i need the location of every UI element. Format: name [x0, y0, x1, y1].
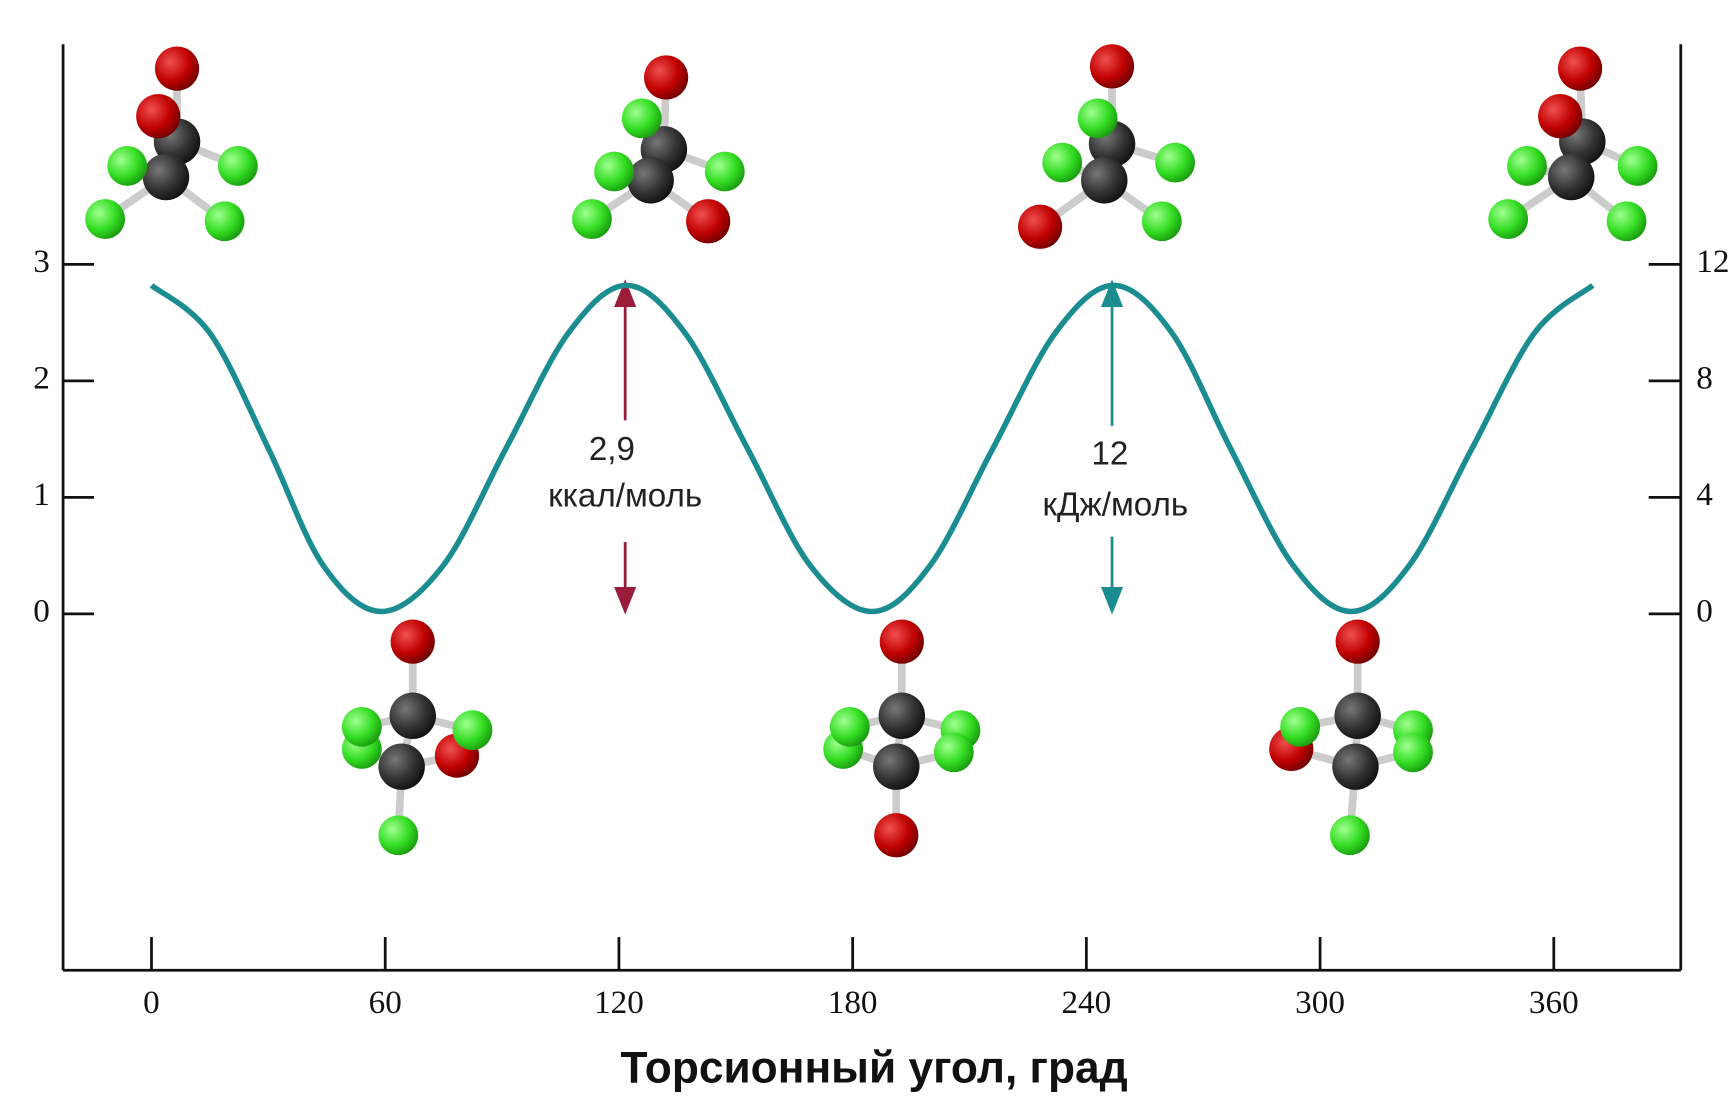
- y2-tick-label: 12: [1696, 243, 1729, 280]
- atom: [107, 146, 147, 186]
- atom: [1488, 199, 1528, 239]
- atom: [1393, 732, 1433, 772]
- x-axis-label: Торсионный угол, град: [621, 1044, 1128, 1093]
- atom: [644, 55, 688, 99]
- atom: [136, 94, 180, 138]
- atom: [1538, 94, 1582, 138]
- y2-tick-label: 4: [1696, 476, 1713, 513]
- annotation: ккал/моль: [548, 478, 702, 515]
- annotation: кДж/моль: [1043, 486, 1189, 523]
- annotation: 2,9: [589, 431, 635, 468]
- atom: [1548, 154, 1594, 200]
- axes: [63, 44, 1681, 970]
- x-tick-label: 180: [828, 984, 878, 1021]
- atom: [874, 813, 918, 857]
- atom: [1336, 620, 1380, 664]
- atom: [1081, 157, 1127, 203]
- y2-tick-label: 0: [1696, 592, 1713, 629]
- atom: [622, 98, 662, 138]
- atom: [378, 743, 424, 789]
- atom: [1018, 205, 1062, 249]
- atom: [1330, 815, 1370, 855]
- atom: [830, 707, 870, 747]
- y-tick-label: 3: [33, 243, 50, 280]
- atom: [1618, 146, 1658, 186]
- atom: [378, 815, 418, 855]
- atom: [880, 620, 924, 664]
- atom: [1090, 44, 1134, 88]
- x-tick-label: 300: [1295, 984, 1345, 1021]
- atom: [627, 157, 673, 203]
- x-tick-label: 60: [369, 984, 402, 1021]
- chart: 2,9 ккал/моль 12 кДж/моль Торсионный уго…: [0, 0, 1735, 1103]
- atom: [879, 693, 925, 739]
- y-tick-label: 2: [33, 359, 50, 396]
- atom: [1078, 98, 1118, 138]
- x-tick-label: 120: [594, 984, 644, 1021]
- atom: [705, 152, 745, 192]
- atom: [389, 693, 435, 739]
- page: {"chart_data": { "type": "line", "x_labe…: [0, 0, 1735, 1103]
- atom: [205, 201, 245, 241]
- atom: [1334, 693, 1380, 739]
- atom: [1332, 743, 1378, 789]
- energy-curve: [151, 285, 1592, 611]
- y-tick-label: 0: [33, 592, 50, 629]
- atom: [934, 732, 974, 772]
- x-tick-label: 240: [1061, 984, 1111, 1021]
- atom: [1507, 146, 1547, 186]
- y-tick-label: 1: [33, 476, 50, 513]
- atom: [873, 743, 919, 789]
- atom: [143, 154, 189, 200]
- atom: [572, 199, 612, 239]
- atom: [594, 152, 634, 192]
- atom: [453, 710, 493, 750]
- atom: [686, 199, 730, 243]
- atom: [1607, 201, 1647, 241]
- x-tick-label: 0: [143, 984, 160, 1021]
- atom: [1042, 143, 1082, 183]
- x-tick-label: 360: [1529, 984, 1579, 1021]
- atom: [1558, 46, 1602, 90]
- molecules: [85, 44, 1657, 857]
- atom: [391, 620, 435, 664]
- atom: [1280, 707, 1320, 747]
- atom: [155, 46, 199, 90]
- atom: [85, 199, 125, 239]
- atom: [218, 146, 258, 186]
- atom: [1142, 201, 1182, 241]
- atom: [1155, 143, 1195, 183]
- atom: [342, 707, 382, 747]
- annotation: 12: [1091, 436, 1128, 473]
- y2-tick-label: 8: [1696, 359, 1713, 396]
